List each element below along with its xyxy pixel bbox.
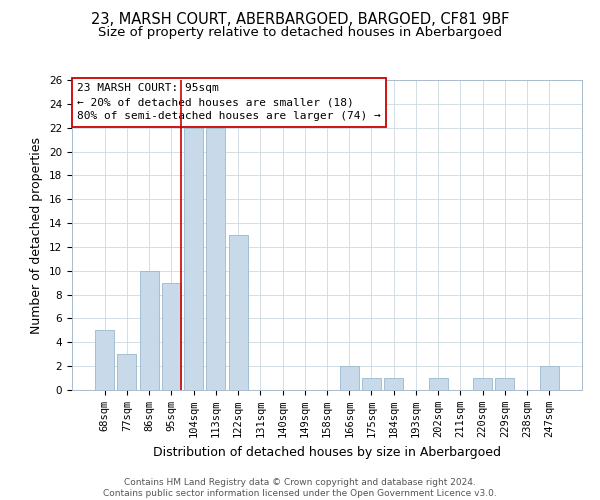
Bar <box>362 378 381 390</box>
Y-axis label: Number of detached properties: Number of detached properties <box>31 136 43 334</box>
Bar <box>429 378 448 390</box>
Text: 23, MARSH COURT, ABERBARGOED, BARGOED, CF81 9BF: 23, MARSH COURT, ABERBARGOED, BARGOED, C… <box>91 12 509 28</box>
Text: Size of property relative to detached houses in Aberbargoed: Size of property relative to detached ho… <box>98 26 502 39</box>
Bar <box>184 128 203 390</box>
Bar <box>340 366 359 390</box>
Bar <box>473 378 492 390</box>
Text: 23 MARSH COURT: 95sqm
← 20% of detached houses are smaller (18)
80% of semi-deta: 23 MARSH COURT: 95sqm ← 20% of detached … <box>77 83 381 121</box>
Text: Contains HM Land Registry data © Crown copyright and database right 2024.
Contai: Contains HM Land Registry data © Crown c… <box>103 478 497 498</box>
Bar <box>229 235 248 390</box>
Bar <box>118 354 136 390</box>
Bar <box>540 366 559 390</box>
Bar <box>162 282 181 390</box>
X-axis label: Distribution of detached houses by size in Aberbargoed: Distribution of detached houses by size … <box>153 446 501 458</box>
Bar <box>496 378 514 390</box>
Bar <box>206 128 225 390</box>
Bar <box>140 271 158 390</box>
Bar <box>95 330 114 390</box>
Bar <box>384 378 403 390</box>
